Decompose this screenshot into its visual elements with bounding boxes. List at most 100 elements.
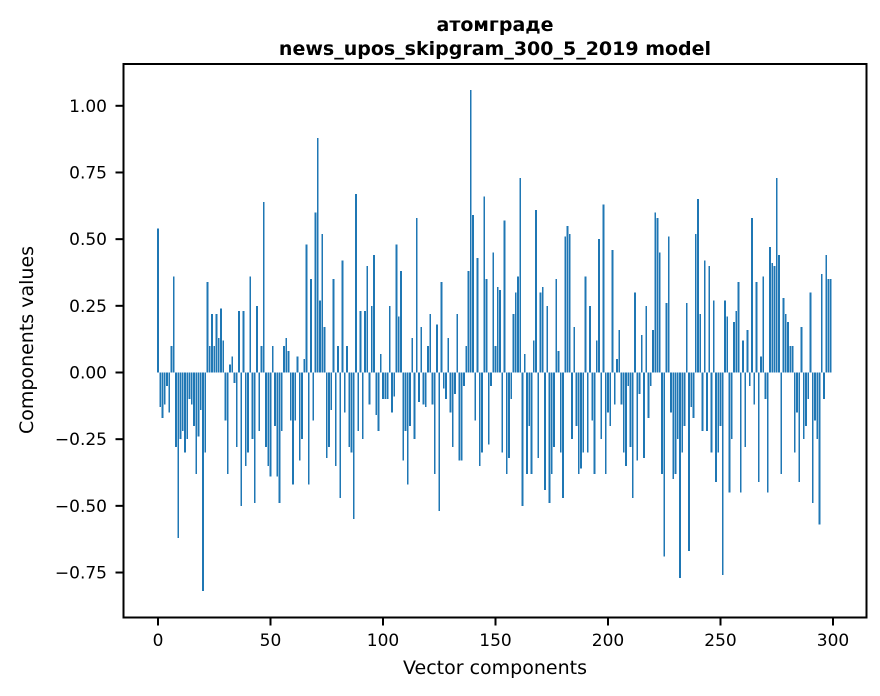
- bar: [748, 372, 751, 386]
- bar: [163, 372, 166, 405]
- bar: [683, 372, 686, 426]
- plot-border: [122, 63, 868, 619]
- bar: [181, 372, 184, 432]
- bar: [825, 255, 828, 373]
- bars-group: [157, 89, 832, 592]
- bar: [379, 353, 382, 373]
- bar: [357, 372, 360, 432]
- y-tick-label: 0.50: [69, 230, 107, 250]
- bar: [395, 244, 398, 373]
- bar: [206, 281, 209, 373]
- bar: [440, 281, 443, 373]
- bar: [213, 345, 216, 373]
- bar: [233, 372, 236, 384]
- bar: [514, 292, 517, 373]
- bar: [366, 265, 369, 373]
- bar: [384, 372, 387, 400]
- bar: [359, 311, 362, 373]
- bar: [575, 372, 578, 426]
- bar: [161, 372, 164, 418]
- bar: [753, 372, 756, 405]
- bar: [454, 372, 456, 394]
- bar: [249, 276, 252, 373]
- bar: [197, 372, 200, 437]
- bar: [375, 372, 378, 416]
- y-tick-label: −0.25: [55, 430, 107, 450]
- bar: [555, 279, 558, 373]
- bar: [460, 372, 463, 461]
- bar: [827, 279, 830, 373]
- bar: [415, 217, 418, 373]
- y-tick-label: 0.75: [69, 163, 107, 183]
- bar: [238, 311, 240, 373]
- bar: [634, 292, 636, 373]
- bar: [647, 372, 650, 418]
- bar: [386, 372, 389, 400]
- bar: [166, 372, 168, 386]
- bar: [762, 276, 765, 373]
- bar: [323, 327, 326, 373]
- bar: [355, 193, 357, 373]
- bar: [510, 372, 513, 400]
- bar: [719, 372, 722, 426]
- bar: [708, 265, 711, 373]
- bar: [532, 340, 535, 373]
- bar: [175, 372, 177, 448]
- bar: [361, 372, 364, 440]
- bar: [685, 303, 688, 373]
- bar: [645, 305, 648, 373]
- bar: [168, 372, 171, 413]
- bar: [179, 372, 182, 440]
- bar: [424, 372, 427, 408]
- bar: [692, 372, 695, 418]
- bar: [487, 372, 490, 445]
- bar: [418, 372, 420, 402]
- bar: [269, 372, 272, 477]
- bar: [544, 372, 546, 490]
- bar: [688, 372, 690, 552]
- bar: [337, 345, 339, 373]
- bar: [818, 372, 821, 525]
- y-axis-label: Components values: [16, 246, 38, 434]
- bar: [406, 372, 409, 485]
- bar: [231, 356, 234, 373]
- bar: [618, 329, 621, 373]
- bar: [571, 372, 573, 440]
- bar: [690, 372, 693, 408]
- bar: [521, 372, 524, 506]
- bar: [796, 372, 798, 413]
- bar: [274, 372, 276, 426]
- bar: [771, 263, 774, 373]
- bar: [744, 372, 747, 448]
- bar: [330, 372, 333, 410]
- bar: [391, 372, 393, 413]
- bar: [553, 372, 555, 448]
- bar: [319, 300, 321, 373]
- bar: [316, 137, 319, 373]
- bar: [373, 255, 375, 373]
- bar: [283, 345, 285, 373]
- bar: [438, 372, 441, 512]
- bar: [188, 372, 191, 400]
- bar: [310, 279, 312, 373]
- bar: [478, 372, 481, 466]
- bar: [253, 372, 256, 504]
- bar: [811, 372, 814, 504]
- bar: [447, 337, 450, 373]
- bar: [586, 372, 589, 453]
- bar: [816, 372, 819, 440]
- y-tick-label: 1.00: [69, 97, 107, 117]
- bar: [508, 372, 510, 458]
- bar: [451, 372, 454, 448]
- bar: [751, 217, 753, 373]
- bar: [773, 265, 776, 373]
- bar: [296, 356, 299, 373]
- bar: [550, 372, 553, 474]
- bar: [465, 345, 468, 373]
- chart-title-line-2: news_upos_skipgram_300_5_2019 model: [279, 38, 711, 60]
- bar: [584, 276, 587, 373]
- bar: [523, 353, 526, 373]
- bar: [332, 279, 335, 373]
- bar: [780, 372, 783, 474]
